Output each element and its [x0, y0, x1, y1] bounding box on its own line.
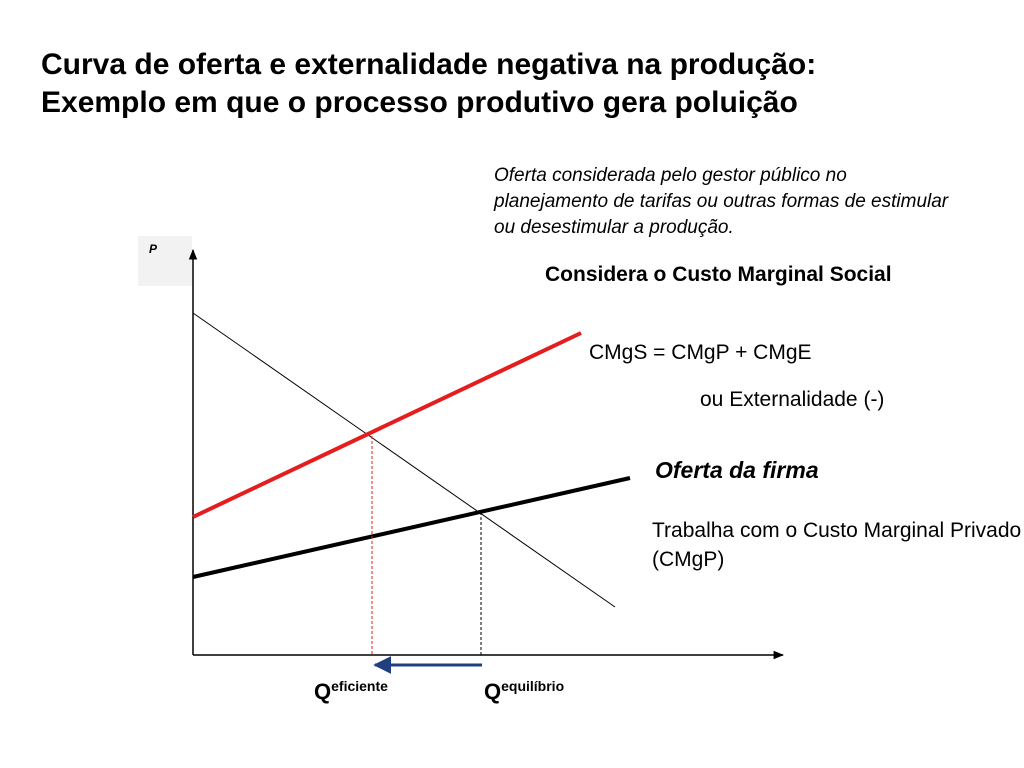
cmgs-formula: CMgS = CMgP + CMgE — [589, 341, 812, 364]
title-line-1: Curva de oferta e externalidade negativa… — [41, 48, 817, 81]
social-cost-curve — [192, 331, 582, 519]
y-axis-label: P — [149, 242, 158, 256]
demand-curve — [192, 312, 616, 608]
slide-title: Curva de oferta e externalidade negativa… — [41, 46, 1001, 122]
q-equilibrium-label: Qequilíbrio — [484, 678, 564, 705]
y-axis-label-box — [138, 236, 192, 286]
social-cost-heading: Considera o Custo Marginal Social — [545, 263, 892, 286]
firm-supply-curve — [192, 476, 631, 579]
q-efficient-sub: eficiente — [331, 678, 388, 694]
externality-label: ou Externalidade (-) — [700, 388, 885, 411]
q-efficient-label: Qeficiente — [314, 678, 388, 705]
private-cost-note: Trabalha com o Custo Marginal Privado (C… — [652, 519, 1022, 571]
firm-supply-label: Oferta da firma — [655, 457, 819, 483]
q-equilibrium-main: Q — [484, 679, 502, 704]
title-line-2: Exemplo em que o processo produtivo gera… — [41, 86, 798, 119]
q-efficient-main: Q — [314, 679, 332, 704]
q-equilibrium-sub: equilíbrio — [501, 678, 565, 694]
gestor-note: Oferta considerada pelo gestor público n… — [494, 165, 949, 238]
